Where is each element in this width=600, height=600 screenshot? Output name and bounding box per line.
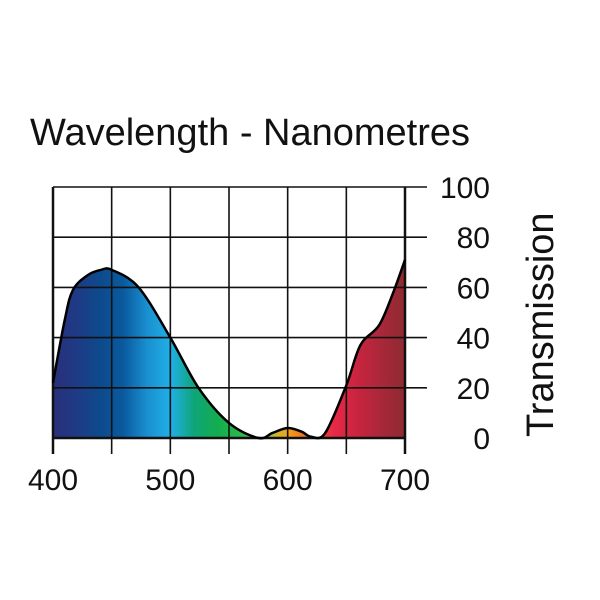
transmission-line (51, 259, 407, 440)
x-tick-label: 400 (28, 464, 78, 497)
y-tick-label: 60 (457, 272, 490, 305)
y-tick-label: 100 (440, 172, 490, 205)
x-tick-label: 700 (380, 464, 430, 497)
y-axis-label: Transmission (520, 212, 562, 437)
chart-title: Wavelength - Nanometres (30, 112, 470, 154)
transmission-area (53, 259, 405, 439)
y-tick-label: 20 (457, 373, 490, 406)
y-tick-label: 80 (457, 222, 490, 255)
y-tick-label: 40 (457, 323, 490, 356)
x-tick-label: 500 (145, 464, 195, 497)
x-tick-label: 600 (263, 464, 313, 497)
y-tick-label: 0 (473, 423, 490, 456)
